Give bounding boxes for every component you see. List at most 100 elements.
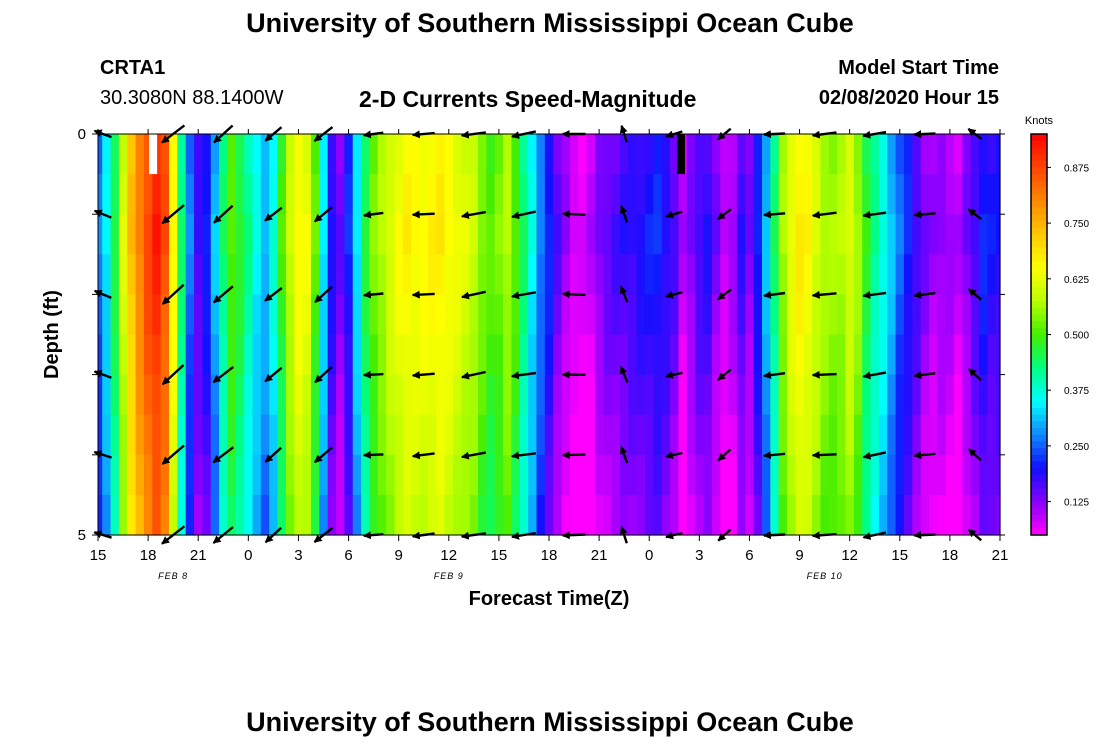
heatmap-cell xyxy=(252,134,262,175)
heatmap-cell xyxy=(544,174,554,215)
colorbar-segment xyxy=(1031,227,1047,235)
heatmap-cell xyxy=(310,454,320,496)
heatmap-cell xyxy=(870,414,880,456)
heatmap-cell xyxy=(619,454,629,496)
heatmap-cell xyxy=(444,374,454,416)
current-vector xyxy=(913,371,936,380)
heatmap-cell xyxy=(887,494,897,536)
heatmap-cell xyxy=(494,334,504,376)
heatmap-cell xyxy=(937,414,947,456)
heatmap-cell xyxy=(853,494,863,536)
heatmap-cell xyxy=(98,254,103,295)
heatmap-cell xyxy=(419,454,429,496)
heatmap-cell xyxy=(219,494,229,536)
heatmap-cell xyxy=(118,254,128,295)
heatmap-cell xyxy=(219,214,229,255)
station-coordinates: 30.3080N 88.1400W xyxy=(100,87,284,109)
heatmap-cell xyxy=(695,214,705,255)
heatmap-cell xyxy=(152,454,162,496)
heatmap-cell xyxy=(745,254,755,295)
heatmap-cell xyxy=(812,374,822,416)
heatmap-cell xyxy=(728,254,738,295)
heatmap-cell xyxy=(369,454,379,496)
heatmap-cell xyxy=(135,254,145,295)
heatmap-cell xyxy=(686,214,696,255)
heatmap-cell xyxy=(578,254,588,295)
heatmap-cell xyxy=(929,294,938,336)
heatmap-cell xyxy=(402,294,412,336)
heatmap-cell xyxy=(352,254,362,295)
heatmap-cell xyxy=(386,454,396,496)
heatmap-cell xyxy=(252,494,262,536)
current-vector xyxy=(93,289,112,300)
heatmap-cell xyxy=(929,414,938,456)
heatmap-cell xyxy=(260,454,270,496)
current-vector xyxy=(314,205,333,223)
heatmap-cell xyxy=(962,494,972,536)
heatmap-cell xyxy=(219,294,229,336)
heatmap-cell xyxy=(887,454,897,496)
heatmap-cell xyxy=(369,174,379,215)
heatmap-cell xyxy=(895,494,905,536)
x-tick-label: 18 xyxy=(942,547,959,564)
heatmap-cell xyxy=(937,494,947,536)
x-tick-label: 18 xyxy=(140,547,157,564)
heatmap-cell xyxy=(285,494,295,536)
heatmap-cell xyxy=(160,494,170,536)
heatmap-cell xyxy=(444,454,454,496)
heatmap-cell xyxy=(686,414,696,456)
heatmap-cell xyxy=(828,134,838,175)
heatmap-cell xyxy=(98,414,103,456)
colorbar-segment xyxy=(1031,408,1047,416)
heatmap-cell xyxy=(461,134,471,175)
heatmap-cell xyxy=(636,414,646,456)
heatmap-cell xyxy=(394,134,404,175)
heatmap-cell xyxy=(503,334,513,376)
heatmap-cell xyxy=(185,494,195,536)
heatmap-cell xyxy=(995,134,1001,175)
heatmap-cell xyxy=(920,494,930,536)
colorbar-segment xyxy=(1031,314,1047,322)
heatmap-cell xyxy=(619,374,629,416)
heatmap-cell xyxy=(168,214,178,255)
heatmap-cell xyxy=(703,334,713,376)
heatmap-cell xyxy=(436,494,446,536)
heatmap-cell xyxy=(386,374,396,416)
heatmap-cell xyxy=(645,334,654,376)
heatmap-cell xyxy=(503,174,513,215)
heatmap-cell xyxy=(887,374,897,416)
missing-data-cell xyxy=(149,134,158,175)
heatmap-cell xyxy=(770,414,780,456)
colorbar-segment xyxy=(1031,521,1047,529)
heatmap-cell xyxy=(478,174,487,215)
heatmap-cell xyxy=(185,134,195,175)
heatmap-cell xyxy=(995,254,1001,295)
heatmap-cell xyxy=(219,334,229,376)
heatmap-cell xyxy=(160,454,170,496)
heatmap-cell xyxy=(277,294,287,336)
colorbar-segment xyxy=(1031,194,1047,202)
model-start-time: 02/08/2020 Hour 15 xyxy=(818,87,999,109)
heatmap-cell xyxy=(845,254,855,295)
heatmap-cell xyxy=(302,454,312,496)
y-tick-label: 0 xyxy=(78,126,86,143)
heatmap-cell xyxy=(645,174,654,215)
heatmap-cell xyxy=(870,134,880,175)
heatmap-cell xyxy=(720,414,730,456)
heatmap-cell xyxy=(177,214,187,255)
colorbar-segment xyxy=(1031,434,1047,443)
heatmap-cell xyxy=(127,174,137,215)
heatmap-cell xyxy=(820,334,830,376)
heatmap-cell xyxy=(912,454,922,496)
heatmap-cell xyxy=(895,414,905,456)
heatmap-cell xyxy=(377,454,387,496)
colorbar-tick-label: 0.500 xyxy=(1064,331,1089,342)
heatmap-cell xyxy=(736,494,746,536)
colorbar-segment xyxy=(1031,468,1047,476)
heatmap-cell xyxy=(336,414,345,456)
heatmap-cell xyxy=(736,294,746,336)
heatmap-cell xyxy=(427,134,437,175)
heatmap-cell xyxy=(736,134,746,175)
heatmap-cell xyxy=(177,374,187,416)
heatmap-cell xyxy=(436,334,446,376)
